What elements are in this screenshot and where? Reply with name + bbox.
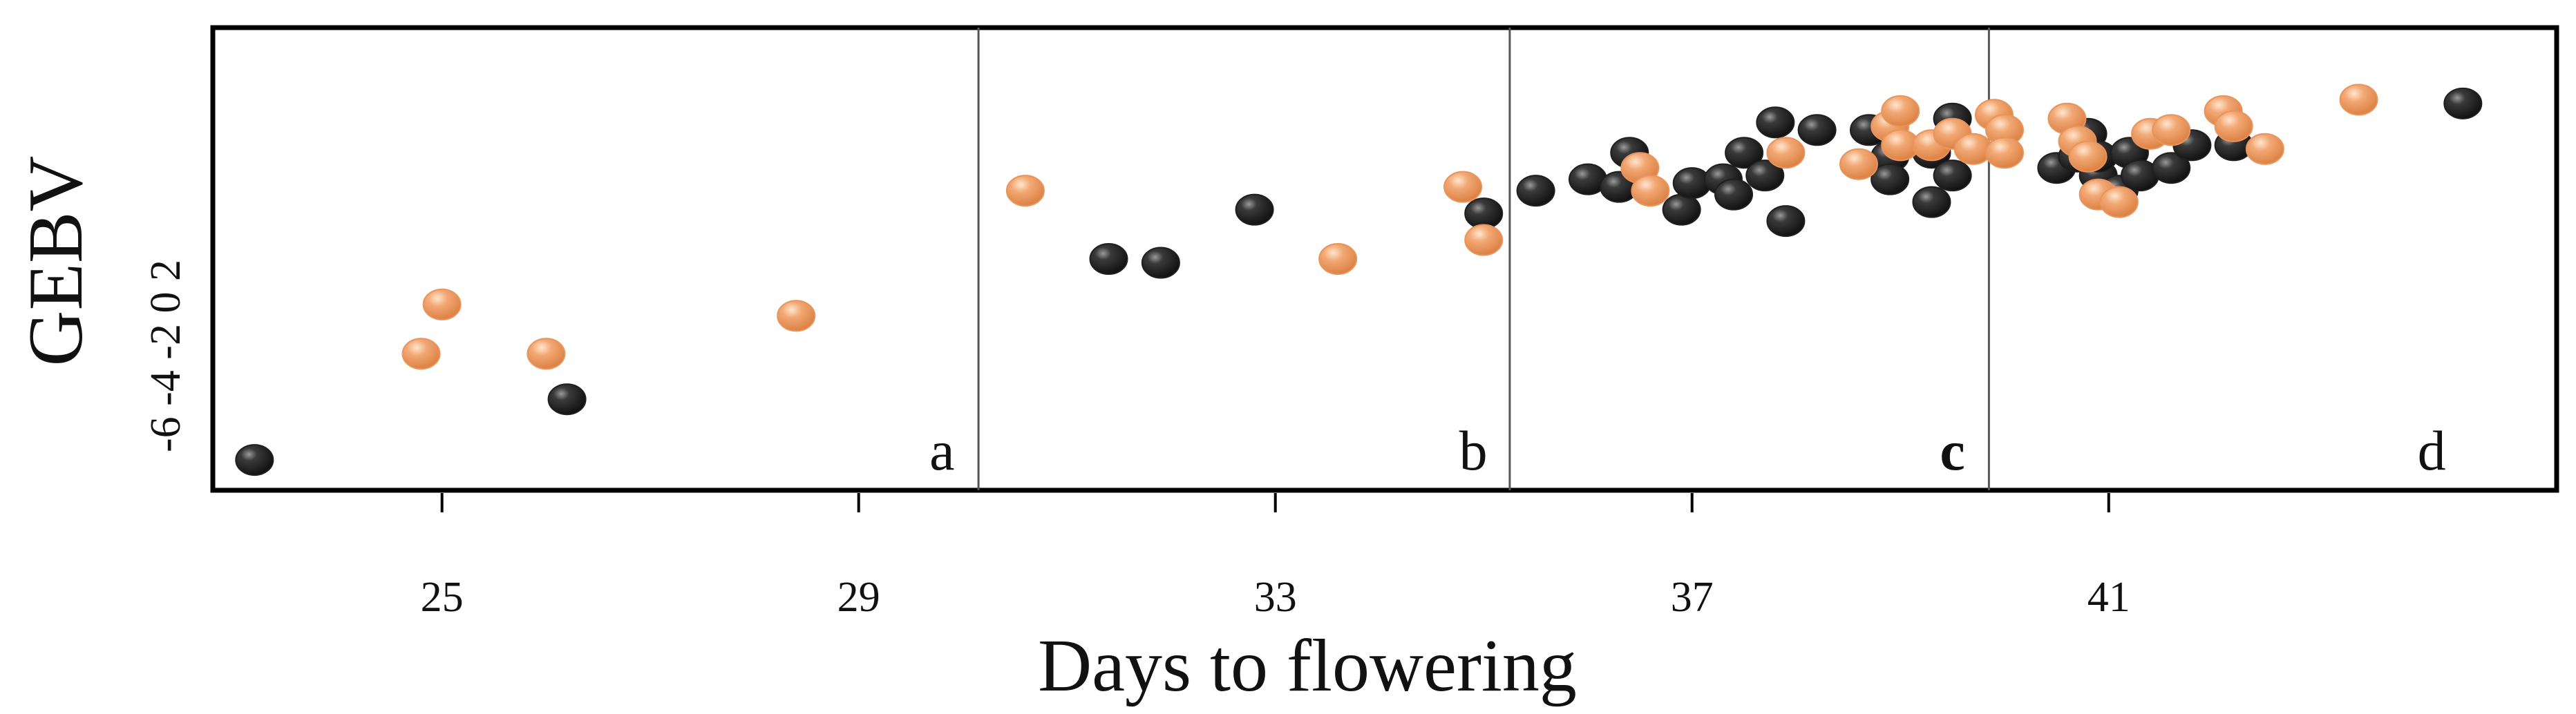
x-axis: 25 29 33 37 41	[421, 493, 2130, 621]
orange-point-5	[1005, 175, 1045, 207]
dark-point-22	[1871, 163, 1910, 195]
orange-point-26	[2099, 186, 2139, 218]
orange-point-7	[1443, 171, 1483, 203]
dark-point-23	[1912, 186, 1951, 218]
dark-point-35	[2152, 152, 2191, 184]
x-tick-label-41: 41	[2087, 574, 2130, 621]
orange-point-21	[1985, 137, 2024, 169]
panel-label-a: a	[929, 419, 954, 482]
dark-point-38	[2443, 87, 2483, 119]
dark-point-11	[1662, 193, 1701, 226]
orange-point-2	[422, 288, 462, 320]
dark-point-2	[547, 383, 587, 416]
y-tick-labels: -6 -4 -2 0 2	[142, 260, 189, 452]
panel-label-d: d	[2418, 419, 2446, 482]
orange-point-14	[1881, 95, 1920, 127]
orange-point-31	[2245, 133, 2284, 165]
orange-point-4	[777, 300, 816, 332]
dark-point-14	[1714, 178, 1754, 211]
dark-point-17	[1745, 160, 1785, 192]
dark-point-26	[1933, 160, 1972, 192]
orange-point-12	[1839, 148, 1878, 180]
data-points	[235, 84, 2483, 476]
panel-label-b: b	[1459, 419, 1488, 482]
dark-point-7	[1516, 175, 1555, 207]
orange-point-11	[1766, 137, 1806, 169]
orange-point-1	[401, 338, 441, 370]
orange-point-28	[2152, 114, 2191, 146]
orange-point-8	[1464, 224, 1504, 256]
dark-point-5	[1235, 193, 1274, 226]
dark-point-19	[1797, 114, 1837, 146]
dark-point-3	[1089, 243, 1128, 275]
dark-point-15	[1725, 137, 1764, 169]
x-tick-label-25: 25	[421, 574, 464, 621]
orange-point-6	[1318, 243, 1358, 275]
orange-point-24	[2068, 140, 2108, 173]
x-axis-title: Days to flowering	[1038, 625, 1577, 707]
x-tick-label-33: 33	[1254, 574, 1297, 621]
dark-point-16	[1756, 106, 1795, 139]
x-tick-label-29: 29	[837, 574, 880, 621]
dark-point-4	[1141, 247, 1180, 279]
dark-point-6	[1464, 197, 1504, 230]
plot-frame	[210, 25, 2559, 493]
x-tick-label-37: 37	[1671, 574, 1714, 621]
panel-labels: a b c d	[929, 419, 2446, 482]
panel-label-c: c	[1940, 419, 1964, 482]
orange-point-10	[1631, 175, 1670, 207]
dark-point-1	[235, 444, 274, 476]
dark-point-18	[1766, 205, 1806, 238]
orange-point-30	[2214, 110, 2253, 142]
orange-point-3	[527, 338, 566, 370]
orange-point-32	[2339, 84, 2378, 116]
y-axis-title: GEBV	[13, 156, 99, 367]
